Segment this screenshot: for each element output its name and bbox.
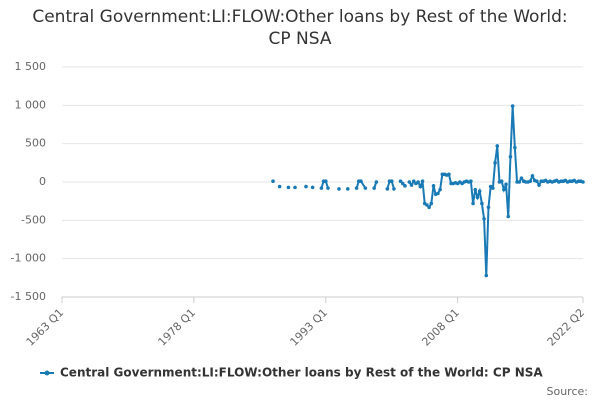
y-tick-label: 500	[25, 137, 46, 150]
legend-label: Central Government:LI:FLOW:Other loans b…	[60, 366, 543, 380]
data-point	[392, 187, 396, 191]
data-point	[359, 179, 363, 184]
data-point	[416, 180, 420, 184]
data-point	[519, 176, 524, 180]
y-tick-label: 1 500	[15, 60, 47, 73]
data-point	[385, 187, 390, 191]
data-point	[447, 172, 451, 177]
data-point	[482, 217, 486, 221]
y-tick-label: 0	[39, 175, 46, 188]
data-point	[363, 186, 368, 190]
data-point	[398, 179, 403, 184]
data-point	[337, 187, 341, 191]
data-point	[537, 183, 541, 187]
data-point	[326, 186, 330, 190]
data-point	[407, 180, 412, 184]
y-tick-label: -1 000	[11, 252, 46, 265]
data-point	[504, 182, 508, 187]
data-point	[475, 195, 480, 200]
data-point	[480, 201, 484, 206]
data-point	[403, 184, 407, 188]
data-point	[506, 214, 511, 219]
x-tick-label: 1978 Q1	[156, 306, 199, 349]
data-point	[510, 104, 515, 108]
data-point	[517, 180, 522, 184]
data-point	[581, 180, 585, 184]
legend-marker	[44, 370, 50, 376]
data-point	[345, 187, 350, 191]
x-tick-label: 2022 Q2	[545, 306, 588, 349]
data-point	[436, 191, 440, 196]
data-point	[513, 145, 517, 150]
data-point	[293, 185, 297, 190]
data-point	[304, 184, 308, 189]
data-point	[427, 205, 431, 210]
data-point	[409, 183, 414, 187]
data-point	[374, 180, 379, 184]
y-tick-label: 1 000	[15, 98, 47, 111]
data-point	[530, 174, 535, 178]
data-point	[389, 179, 394, 184]
data-point	[319, 186, 324, 190]
data-point	[486, 205, 491, 210]
data-point	[354, 186, 359, 190]
data-point	[499, 179, 504, 184]
data-point	[508, 154, 513, 159]
data-point	[286, 185, 291, 190]
x-tick-label: 2008 Q1	[419, 306, 462, 349]
data-point	[420, 179, 425, 184]
data-point	[271, 179, 275, 184]
source: Source:	[547, 385, 589, 398]
y-tick-label: -500	[21, 213, 46, 226]
data-point	[473, 187, 478, 192]
x-tick-label: 1963 Q1	[24, 306, 67, 349]
x-tick-label: 1993 Q1	[288, 306, 331, 349]
data-point	[484, 273, 489, 278]
data-point	[528, 179, 533, 184]
data-point	[535, 179, 539, 184]
chart-title: Central Government:LI:FLOW:Other loans b…	[32, 7, 568, 49]
series-line	[408, 106, 584, 276]
data-point	[493, 161, 497, 165]
data-point	[425, 203, 429, 207]
data-point	[277, 184, 282, 189]
data-point	[429, 201, 434, 206]
data-point	[400, 181, 405, 186]
y-tick-label: -1 500	[11, 290, 46, 303]
data-point	[438, 187, 442, 192]
data-point	[491, 186, 495, 190]
data-point	[411, 179, 416, 184]
data-point	[431, 184, 436, 188]
data-point	[477, 189, 482, 193]
data-point	[495, 144, 500, 148]
data-point	[471, 201, 475, 206]
data-point	[372, 186, 376, 190]
data-point	[469, 179, 473, 184]
data-point	[502, 187, 506, 192]
data-point	[310, 185, 315, 190]
data-point	[418, 184, 423, 189]
data-point	[323, 179, 328, 184]
